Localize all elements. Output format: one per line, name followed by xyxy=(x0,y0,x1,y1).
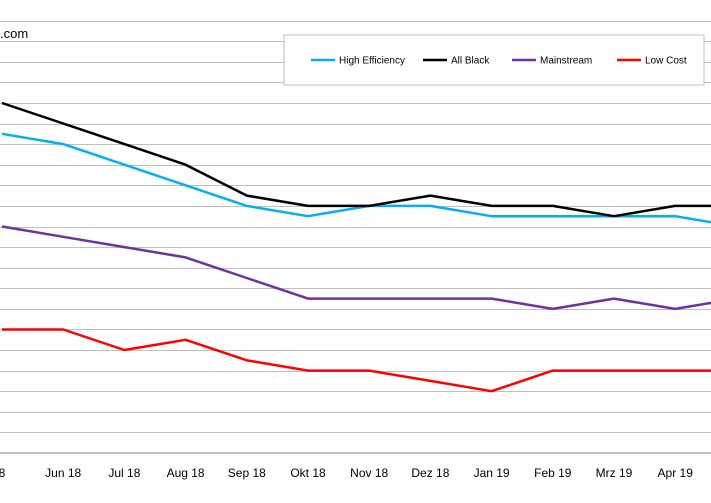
x-tick-label: Mrz 19 xyxy=(596,466,633,480)
watermark-text: .com xyxy=(0,26,28,41)
x-tick-label: Feb 19 xyxy=(534,466,572,480)
x-tick-label: Jan 19 xyxy=(474,466,510,480)
x-tick-label: Aug 18 xyxy=(167,466,205,480)
series-line-high-efficiency xyxy=(1,132,711,224)
x-tick-label: Apr 19 xyxy=(658,466,694,480)
legend-label-mainstream: Mainstream xyxy=(540,56,592,67)
legend-label-low-cost: Low Cost xyxy=(645,56,687,67)
x-axis-tick-labels: 8 Jun 18 Jul 18 Aug 18 Sep 18 Okt 18 Nov 18 Dez… xyxy=(0,466,694,480)
x-tick-label: Nov 18 xyxy=(350,466,388,480)
x-tick-label: 8 xyxy=(0,466,6,480)
x-tick-label: Jun 18 xyxy=(45,466,81,480)
legend: High Efficiency All Black Mainstream Low Co… xyxy=(283,34,705,86)
legend-items: High Efficiency All Black Mainstream Low Co… xyxy=(311,56,687,67)
series-lines xyxy=(1,101,711,393)
legend-label-high-efficiency: High Efficiency xyxy=(339,56,405,67)
x-tick-label: Sep 18 xyxy=(228,466,266,480)
x-tick-label: Okt 18 xyxy=(290,466,326,480)
series-line-all-black xyxy=(1,101,711,218)
series-line-mainstream xyxy=(1,225,711,311)
series-line-low-cost xyxy=(2,328,711,393)
x-tick-label: Jul 18 xyxy=(108,466,140,480)
x-tick-label: Dez 18 xyxy=(411,466,449,480)
legend-label-all-black: All Black xyxy=(451,56,490,67)
